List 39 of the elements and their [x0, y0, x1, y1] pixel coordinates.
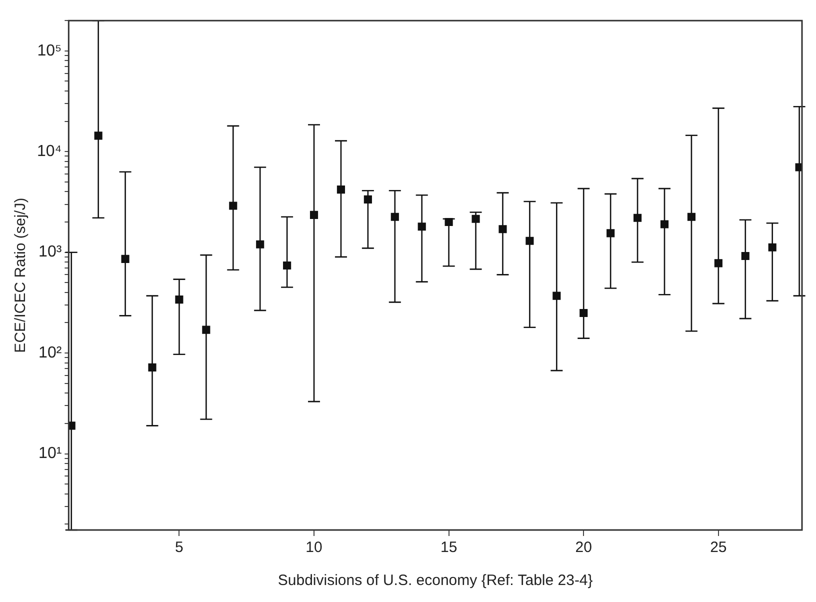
point: [256, 240, 264, 248]
point: [741, 252, 750, 260]
y-tick-label: 10³: [38, 244, 62, 261]
point: [364, 195, 372, 204]
y-tick-label: 10⁴: [37, 143, 62, 160]
point: [660, 220, 669, 228]
point: [580, 308, 588, 318]
point: [768, 243, 776, 252]
point: [526, 236, 534, 245]
point: [606, 229, 615, 238]
x-tick-label: 15: [440, 539, 458, 556]
point: [283, 261, 292, 270]
point: [121, 254, 130, 263]
point: [714, 259, 722, 268]
x-tick-label: 20: [575, 539, 592, 556]
point: [336, 186, 346, 194]
x-tick-label: 25: [710, 539, 727, 556]
y-axis-title: ECE/ICEC Ratio (sej/J): [12, 198, 30, 353]
point: [634, 214, 642, 222]
point: [444, 218, 453, 226]
x-axis-title: Subdivisions of U.S. economy {Ref: Table 23-4}: [278, 572, 593, 590]
y-tick-label: 10¹: [38, 445, 62, 462]
y-tick-label: 10²: [38, 344, 62, 362]
point: [552, 292, 561, 300]
x-tick-label: 5: [175, 539, 184, 556]
point: [229, 202, 238, 210]
y-tick-label: 10⁵: [37, 42, 62, 60]
point: [795, 163, 802, 172]
point: [418, 222, 426, 231]
point: [472, 214, 480, 223]
point: [175, 295, 184, 304]
point: [498, 225, 507, 234]
point: [148, 363, 156, 372]
point: [202, 326, 210, 334]
point: [687, 212, 696, 221]
point: [310, 210, 318, 220]
x-tick-label: 10: [306, 539, 322, 556]
point: [390, 212, 399, 221]
point: [94, 132, 102, 140]
